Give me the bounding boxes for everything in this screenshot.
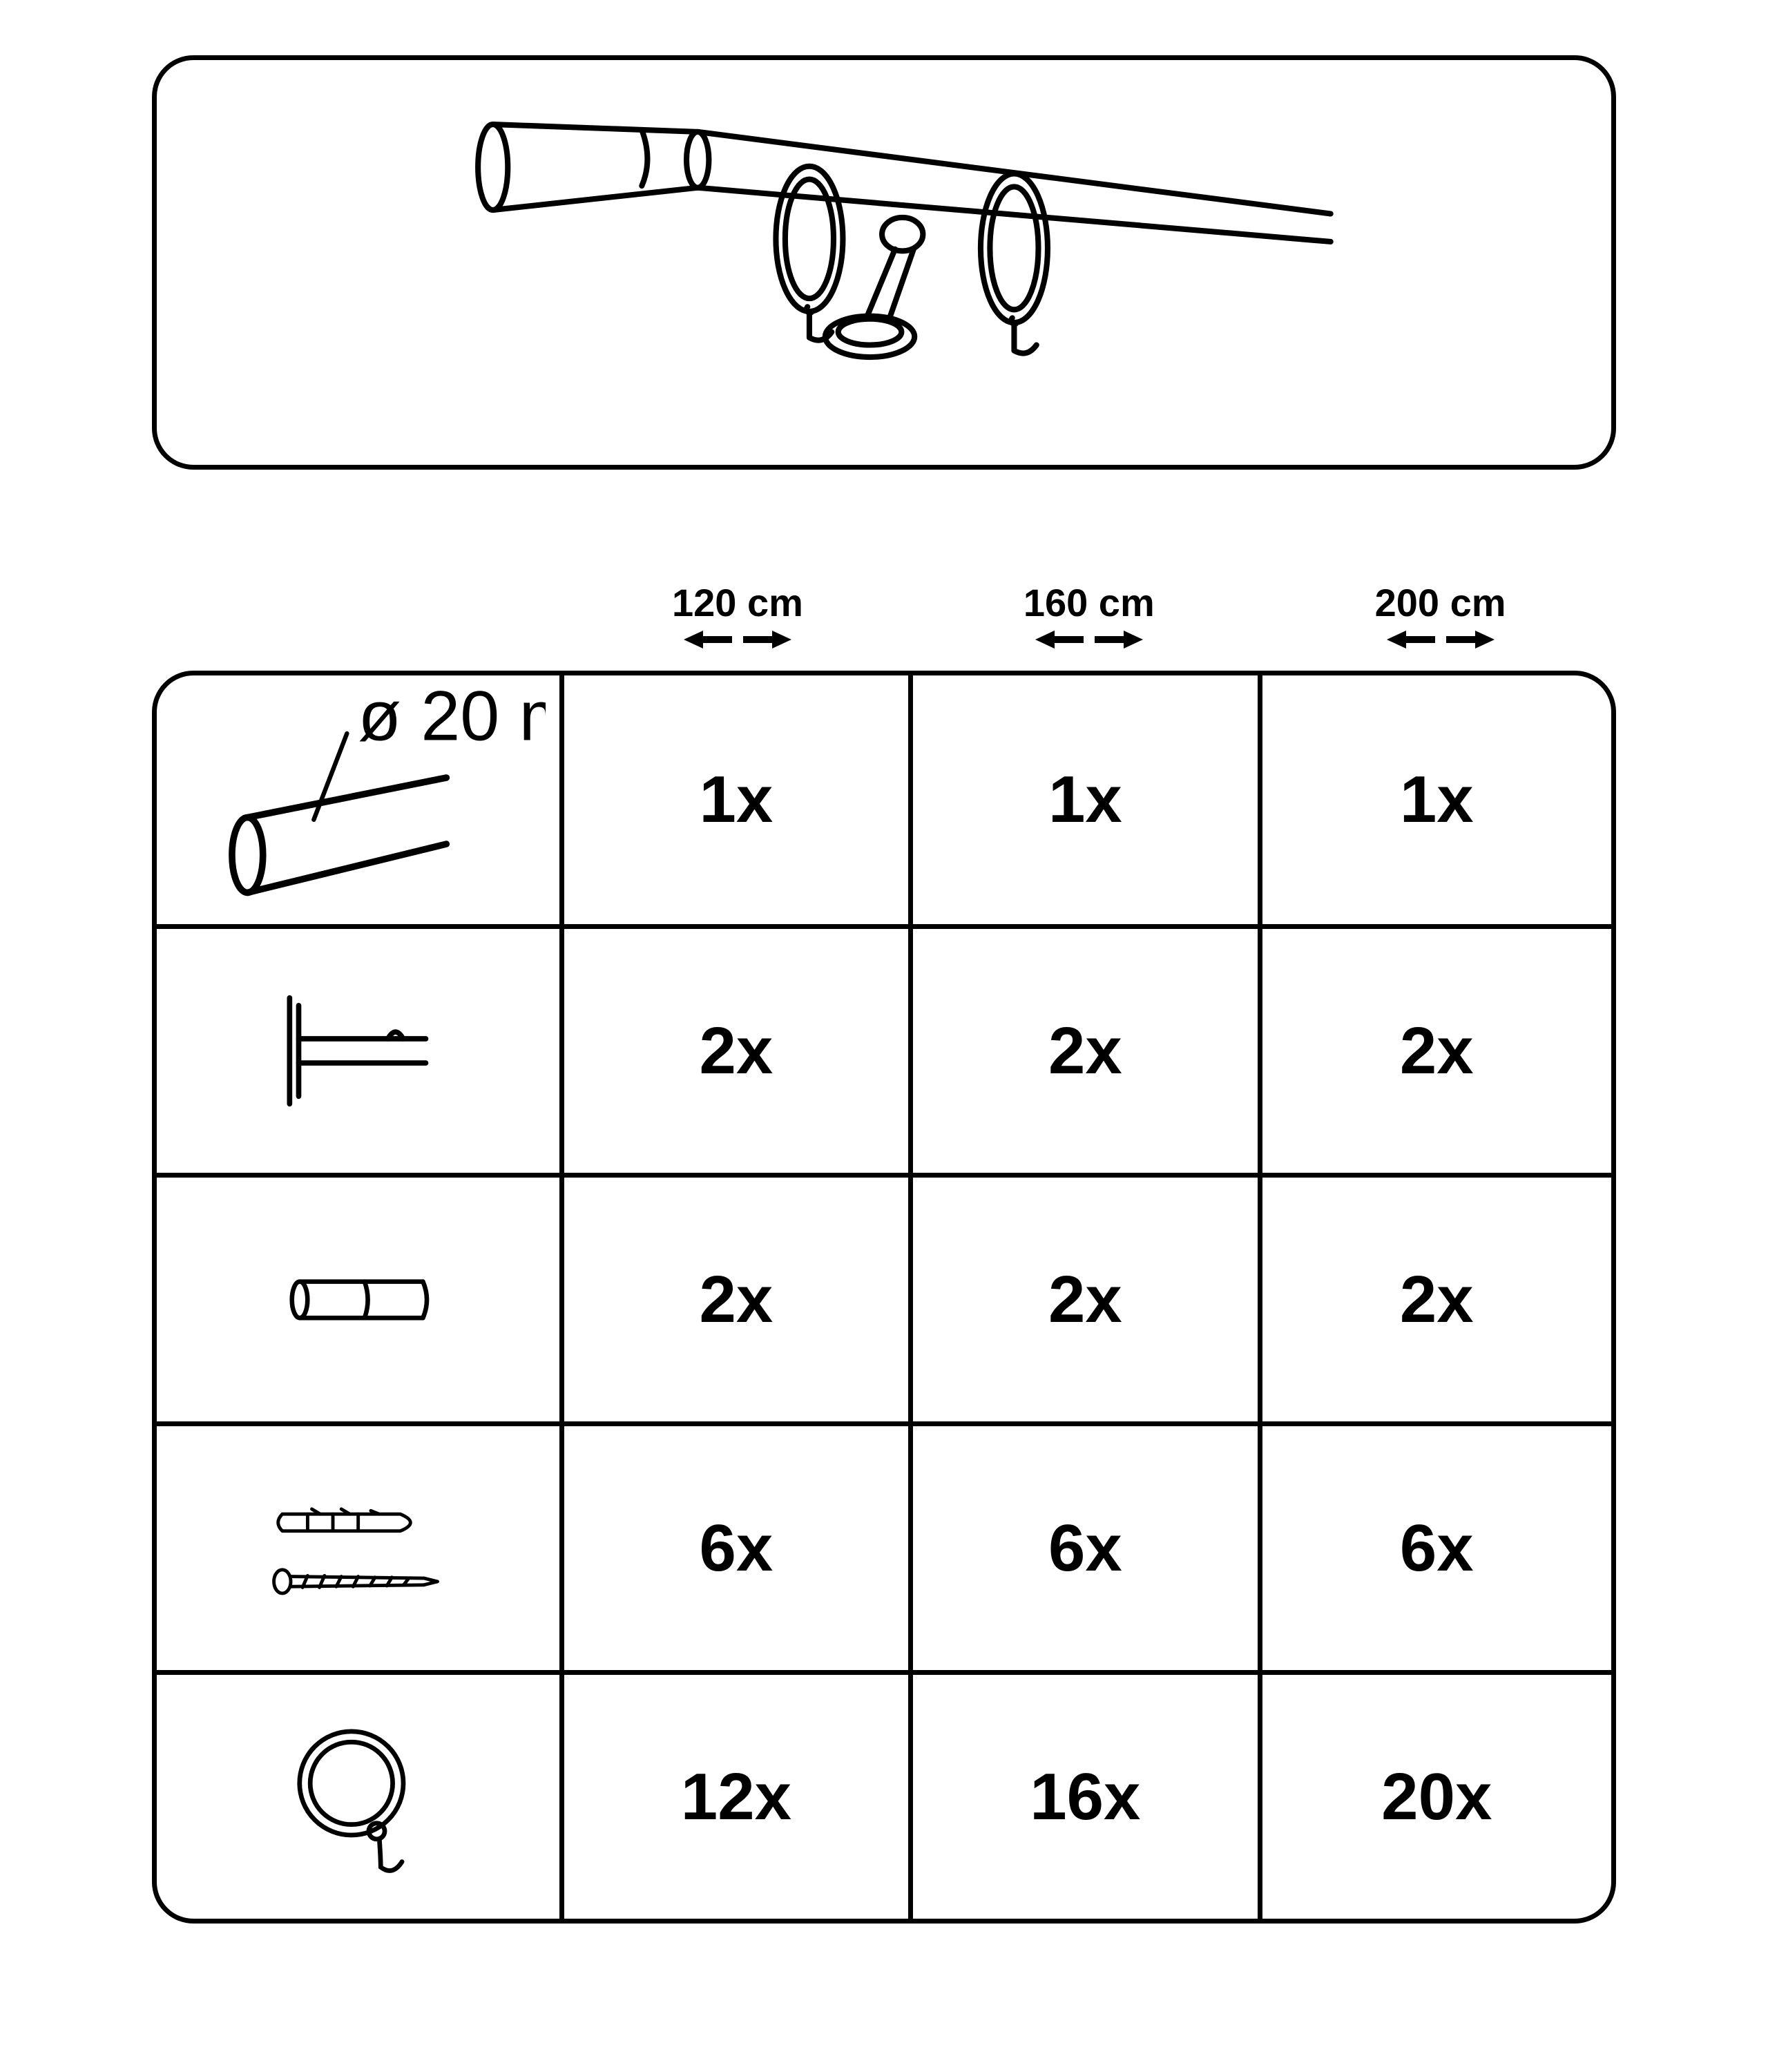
finial-icon-cell [157,1178,564,1421]
size-column-header-3: 200 cm [1265,580,1616,650]
parts-row: ø 20 mm 1x1x1x [157,675,1611,924]
quantity-cell: 6x [1262,1426,1611,1670]
size-label: 200 cm [1265,580,1616,625]
size-column-header-2: 160 cm [913,580,1265,650]
quantity-cell: 2x [913,1178,1262,1421]
anchor-icon-cell [157,1426,564,1670]
quantity-cell: 1x [1262,675,1611,924]
size-width-arrows [913,629,1265,650]
bracket-icon-cell [157,929,564,1173]
size-width-arrows [1265,629,1616,650]
parts-row: 12x16x20x [157,1670,1611,1919]
size-label: 160 cm [913,580,1265,625]
anchor-icon [212,1464,504,1632]
ring-icon [231,1710,486,1883]
curtain-rod-assembly-illustration [215,76,1553,448]
arrow-right-icon [1095,629,1143,650]
hero-diagram-panel [152,55,1616,470]
quantity-cell: 2x [1262,929,1611,1173]
size-column-header-1: 120 cm [562,580,914,650]
size-column-headers: 120 cm 160 cm 200 cm [152,580,1616,650]
rod-icon: ø 20 mm [171,689,546,910]
parts-quantity-grid: ø 20 mm 1x1x1x 2x2x2x 2x2x2x [152,671,1616,1924]
arrow-left-icon [684,629,732,650]
quantity-cell: 2x [913,929,1262,1173]
quantity-cell: 1x [913,675,1262,924]
bracket-icon [227,975,489,1126]
arrow-left-icon [1035,629,1084,650]
quantity-cell: 16x [913,1675,1262,1919]
parts-row: 6x6x6x [157,1421,1611,1670]
parts-quantity-table-area: 120 cm 160 cm 200 cm [152,580,1616,1924]
parts-row: 2x2x2x [157,1173,1611,1421]
arrow-left-icon [1387,629,1435,650]
quantity-cell: 20x [1262,1675,1611,1919]
arrow-right-icon [1446,629,1495,650]
quantity-cell: 12x [564,1675,913,1919]
quantity-cell: 1x [564,675,913,924]
quantity-cell: 6x [913,1426,1262,1670]
quantity-cell: 6x [564,1426,913,1670]
header-spacer [152,580,562,650]
parts-row: 2x2x2x [157,924,1611,1173]
quantity-cell: 2x [564,929,913,1173]
rod-icon-cell: ø 20 mm [157,675,564,924]
ring-icon-cell [157,1675,564,1919]
arrow-right-icon [743,629,791,650]
quantity-cell: 2x [1262,1178,1611,1421]
size-label: 120 cm [562,580,914,625]
rod-diameter-label: ø 20 mm [358,689,545,756]
quantity-cell: 2x [564,1178,913,1421]
finial-icon [218,1235,499,1365]
size-width-arrows [562,629,914,650]
assembly-instruction-sheet: 120 cm 160 cm 200 cm [0,0,1768,2072]
